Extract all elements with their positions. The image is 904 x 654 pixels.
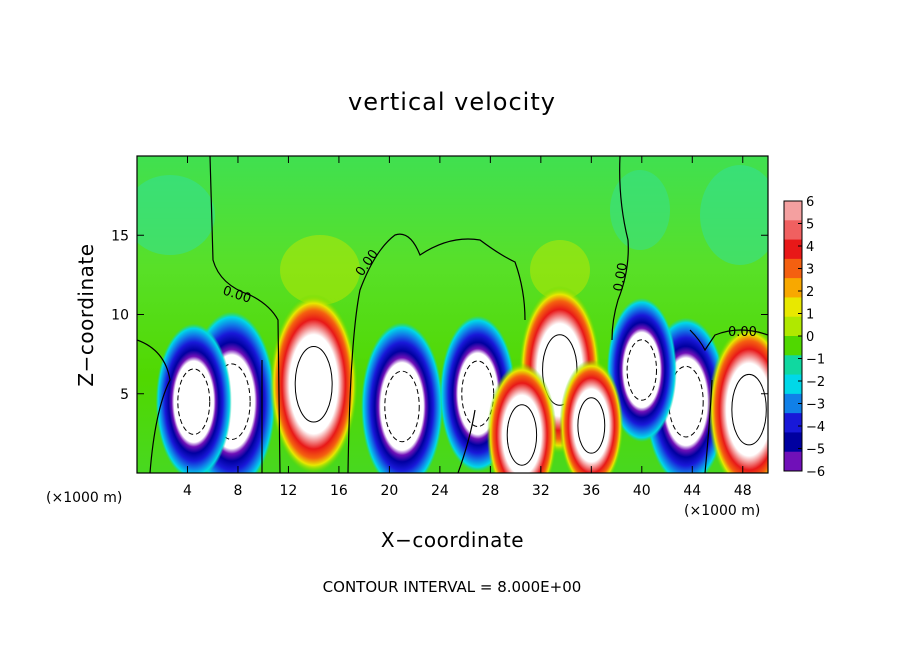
colorbar-swatch: [784, 316, 802, 337]
colorbar-label: 5: [806, 218, 814, 233]
colorbar-swatch: [784, 220, 802, 241]
x-tick-label: 20: [380, 483, 398, 499]
y-tick-label: 10: [111, 308, 129, 324]
zero-contour-2: [347, 233, 526, 473]
zero-contour-8: [457, 409, 476, 473]
y-tick-label: 5: [120, 387, 129, 403]
colorbar-label: 2: [806, 285, 814, 300]
colorbar-label: −1: [806, 353, 825, 368]
colorbar-label: −4: [806, 420, 825, 435]
colorbar-swatch: [784, 278, 802, 298]
x-tick-label: 36: [582, 483, 600, 499]
colorbar-swatch: [784, 374, 802, 395]
colorbar: 6 5 4 3 2 1 0 −1 −2 −3 −4 −5 −6: [783, 195, 825, 480]
y-tick-label: 15: [111, 228, 129, 244]
x-axis: 4 8 12 16 20 24 28 32 36 40 44 48: [183, 156, 752, 499]
chart-title: vertical velocity: [348, 88, 556, 116]
colorbar-swatch: [784, 451, 802, 472]
colorbar-label: 3: [806, 263, 814, 278]
colorbar-swatch: [784, 355, 802, 376]
plot-area: 0.00 0.00 0.00 0.00 4 8 12 16 20 24 28 32 36 40 44…: [111, 155, 769, 499]
x-tick-label: 40: [633, 483, 651, 499]
updraft-cell: [559, 359, 624, 473]
contour-interval-note: CONTOUR INTERVAL = 8.000E+00: [322, 578, 582, 596]
colorbar-label: 6: [806, 195, 814, 210]
colorbar-label: 0: [806, 330, 814, 345]
colorbar-label: −2: [806, 375, 825, 390]
x-tick-label: 32: [532, 483, 550, 499]
downdraft-cell-contour: [177, 368, 211, 435]
downdraft-cell-contour: [384, 370, 420, 443]
x-tick-label: 8: [233, 483, 242, 499]
colorbar-swatch: [784, 432, 802, 453]
downdraft-cell: [361, 322, 444, 473]
colorbar-swatch: [784, 413, 802, 433]
contour-label: 0.00: [611, 262, 631, 293]
colorbar-swatch: [784, 258, 802, 279]
colorbar-swatch: [784, 393, 802, 414]
updraft-cell-contour: [294, 345, 333, 423]
field-layers: 0.00 0.00 0.00 0.00: [137, 156, 768, 473]
colorbar-label: 4: [806, 240, 814, 255]
zero-contour-4: [689, 329, 768, 352]
x-unit-left: (×1000 m): [46, 490, 123, 506]
downdraft-cell: [155, 323, 232, 473]
colorbar-swatch: [784, 336, 802, 356]
updraft-cell: [269, 294, 358, 473]
colorbar-swatch: [784, 201, 802, 221]
contour-label: 0.00: [728, 325, 757, 340]
x-tick-label: 16: [330, 483, 348, 499]
updraft-cell-contour: [577, 397, 606, 454]
zero-contour-3: [611, 156, 629, 341]
y-axis: 5 10 15: [111, 228, 768, 403]
updraft-cell: [486, 362, 557, 473]
colorbar-swatch: [784, 297, 802, 318]
x-tick-label: 28: [481, 483, 499, 499]
updraft-cell-contour: [731, 373, 767, 446]
colorbar-label: −6: [806, 465, 825, 480]
y-axis-label: Z−coordinate: [74, 243, 98, 387]
colorbar-label: 1: [806, 308, 814, 323]
x-tick-label: 48: [734, 483, 752, 499]
zero-contour-5: [137, 339, 171, 473]
x-tick-label: 4: [183, 483, 192, 499]
colorbar-label: −5: [806, 443, 825, 458]
updraft-cell-contour: [506, 404, 538, 466]
x-tick-label: 44: [683, 483, 701, 499]
downdraft-cell-contour: [626, 339, 657, 401]
zero-contour-6: [704, 379, 713, 473]
colorbar-swatch: [784, 239, 802, 260]
x-tick-label: 12: [280, 483, 298, 499]
downdraft-cell: [606, 297, 677, 442]
x-axis-label: X−coordinate: [380, 528, 525, 552]
x-tick-label: 24: [431, 483, 449, 499]
colorbar-label: −3: [806, 398, 825, 413]
updraft-cell: [708, 325, 768, 473]
zero-contour-1: [209, 156, 281, 473]
x-unit-right: (×1000 m): [684, 503, 761, 519]
